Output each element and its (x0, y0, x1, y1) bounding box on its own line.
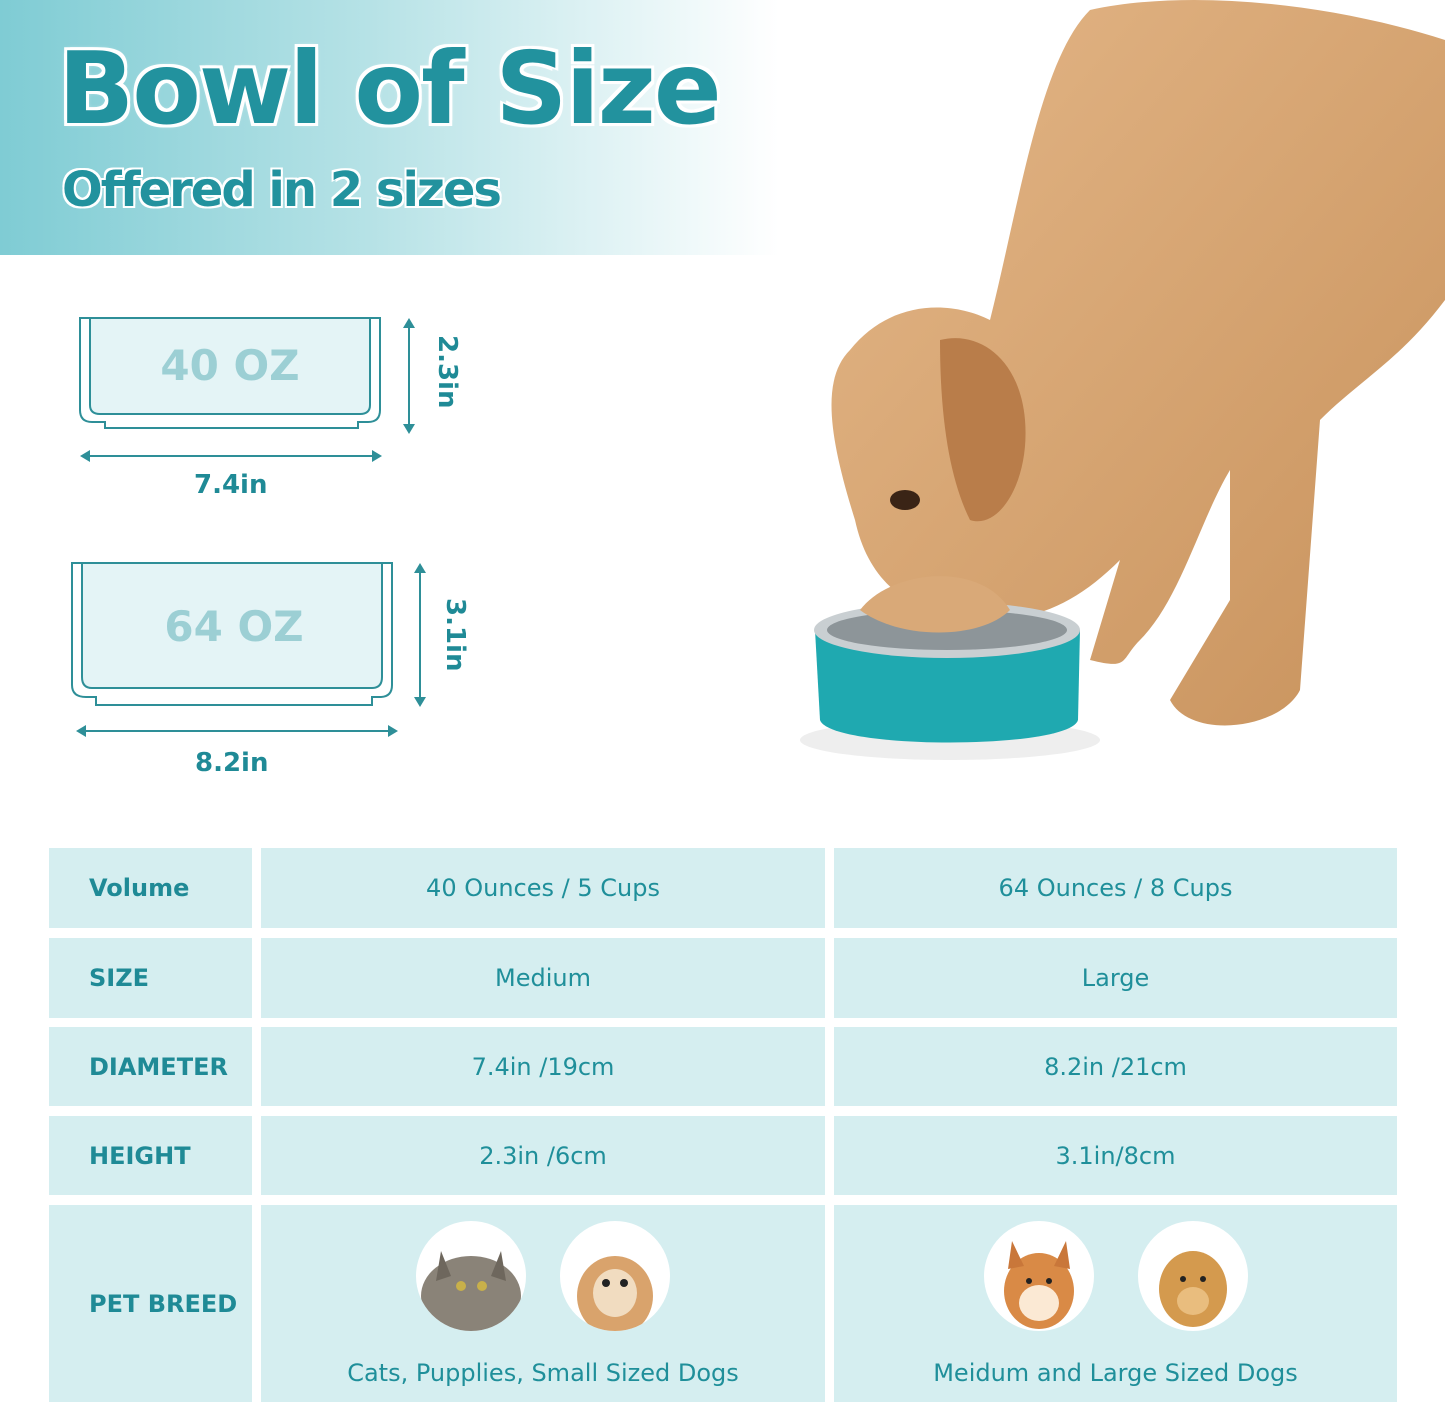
page-title: Bowl of Size (58, 30, 722, 147)
row-label-volume: Volume (49, 848, 252, 928)
height-label-64oz: 3.1in (440, 598, 470, 672)
cell-height-medium: 2.3in /6cm (261, 1116, 825, 1195)
cell-pet-breed-medium: Cats, Pupplies, Small Sized Dogs (261, 1205, 825, 1402)
golden-retriever-photo (1137, 1221, 1248, 1331)
bowl-diagram-64oz: 64 OZ (71, 562, 426, 737)
cat-photo (416, 1221, 526, 1331)
cell-pet-breed-large: Meidum and Large Sized Dogs (834, 1205, 1397, 1402)
shiba-inu-photo (983, 1221, 1094, 1331)
row-label-diameter: DIAMETER (49, 1027, 252, 1106)
pet-breed-caption-medium: Cats, Pupplies, Small Sized Dogs (347, 1359, 739, 1387)
page-subtitle: Offered in 2 sizes (62, 162, 502, 218)
row-label-height: HEIGHT (49, 1116, 252, 1195)
capacity-label-64oz: 64 OZ (164, 602, 303, 651)
row-label-size: SIZE (49, 938, 252, 1018)
width-label-64oz: 8.2in (195, 748, 269, 778)
width-label-40oz: 7.4in (194, 470, 268, 500)
dog-eating-from-bowl-image (800, 0, 1445, 760)
cell-diameter-large: 8.2in /21cm (834, 1027, 1397, 1106)
pet-breed-caption-large: Meidum and Large Sized Dogs (933, 1359, 1298, 1387)
capacity-label-40oz: 40 OZ (160, 341, 299, 390)
cell-size-large: Large (834, 938, 1397, 1018)
row-label-pet-breed: PET BREED (49, 1205, 252, 1402)
cell-size-medium: Medium (261, 938, 825, 1018)
cell-volume-medium: 40 Ounces / 5 Cups (261, 848, 825, 928)
cell-volume-large: 64 Ounces / 8 Cups (834, 848, 1397, 928)
cell-diameter-medium: 7.4in /19cm (261, 1027, 825, 1106)
header-banner: Bowl of Size Offered in 2 sizes (0, 0, 820, 255)
cell-height-large: 3.1in/8cm (834, 1116, 1397, 1195)
puppy-photo (560, 1221, 670, 1331)
height-label-40oz: 2.3in (432, 335, 462, 409)
bowl-diagram-40oz: 40 OZ (79, 317, 415, 462)
